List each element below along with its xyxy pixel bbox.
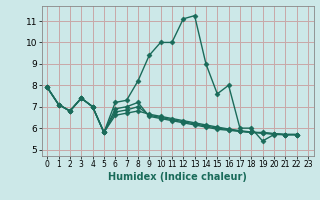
X-axis label: Humidex (Indice chaleur): Humidex (Indice chaleur) (108, 172, 247, 182)
